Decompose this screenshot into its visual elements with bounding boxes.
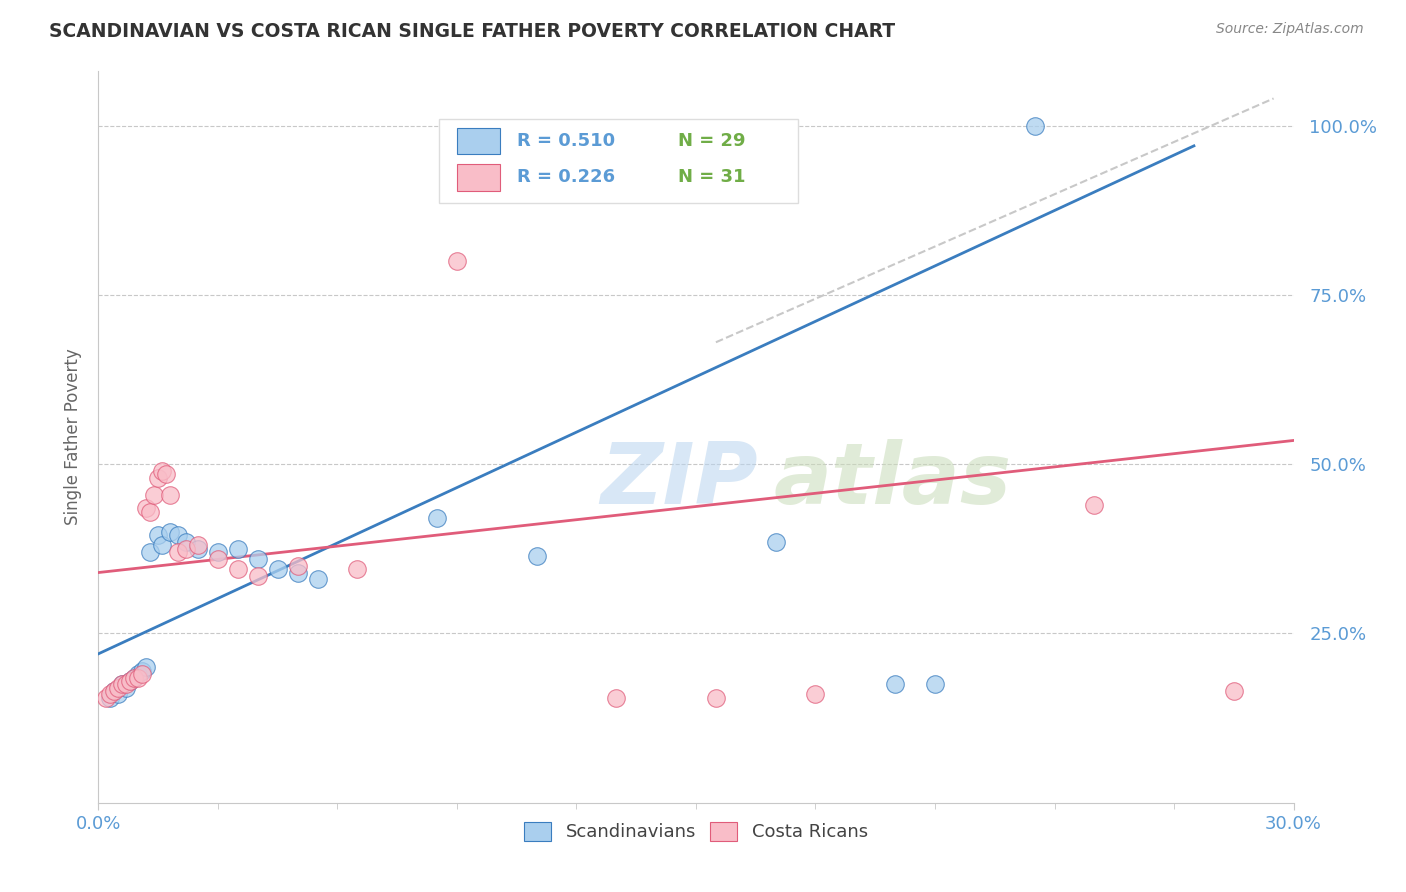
- Point: [246, 569, 269, 583]
- Point: [884, 677, 907, 691]
- Point: [346, 562, 368, 576]
- Point: [103, 684, 125, 698]
- Point: [131, 667, 153, 681]
- Point: [187, 541, 209, 556]
- Point: [167, 545, 190, 559]
- Point: [150, 538, 173, 552]
- Point: [159, 488, 181, 502]
- Point: [103, 684, 125, 698]
- Point: [426, 511, 449, 525]
- Point: [1223, 684, 1246, 698]
- Text: N = 31: N = 31: [678, 169, 745, 186]
- Point: [120, 673, 142, 688]
- Text: ZIP: ZIP: [600, 440, 758, 523]
- Point: [226, 562, 249, 576]
- Point: [124, 671, 146, 685]
- Text: N = 29: N = 29: [678, 132, 745, 150]
- FancyBboxPatch shape: [439, 119, 797, 203]
- Point: [98, 690, 122, 705]
- Point: [207, 552, 229, 566]
- Point: [174, 535, 197, 549]
- Legend: Scandinavians, Costa Ricans: Scandinavians, Costa Ricans: [517, 814, 875, 848]
- Point: [704, 690, 727, 705]
- Point: [246, 552, 269, 566]
- Point: [924, 677, 946, 691]
- Point: [167, 528, 190, 542]
- Point: [135, 660, 157, 674]
- Point: [115, 681, 138, 695]
- Point: [526, 549, 548, 563]
- Point: [1083, 498, 1105, 512]
- Point: [120, 673, 142, 688]
- Point: [155, 467, 177, 482]
- Point: [307, 572, 329, 586]
- Point: [143, 488, 166, 502]
- Point: [115, 677, 138, 691]
- Point: [207, 545, 229, 559]
- Y-axis label: Single Father Poverty: Single Father Poverty: [63, 349, 82, 525]
- Point: [107, 688, 129, 702]
- Text: Source: ZipAtlas.com: Source: ZipAtlas.com: [1216, 22, 1364, 37]
- Point: [1024, 119, 1046, 133]
- Point: [267, 562, 290, 576]
- Point: [187, 538, 209, 552]
- Point: [287, 558, 309, 573]
- Point: [148, 471, 170, 485]
- Point: [139, 545, 162, 559]
- Point: [148, 528, 170, 542]
- Point: [765, 535, 787, 549]
- Bar: [457, 128, 501, 154]
- Point: [605, 690, 627, 705]
- Point: [804, 688, 827, 702]
- Point: [96, 690, 118, 705]
- Point: [446, 254, 468, 268]
- Point: [150, 464, 173, 478]
- Point: [139, 505, 162, 519]
- Bar: [457, 164, 501, 191]
- Text: atlas: atlas: [773, 440, 1012, 523]
- Point: [111, 677, 134, 691]
- Text: R = 0.510: R = 0.510: [517, 132, 614, 150]
- Point: [124, 671, 146, 685]
- Text: R = 0.226: R = 0.226: [517, 169, 614, 186]
- Point: [127, 671, 149, 685]
- Point: [131, 664, 153, 678]
- Point: [127, 667, 149, 681]
- Point: [226, 541, 249, 556]
- Point: [107, 681, 129, 695]
- Point: [174, 541, 197, 556]
- Point: [159, 524, 181, 539]
- Text: SCANDINAVIAN VS COSTA RICAN SINGLE FATHER POVERTY CORRELATION CHART: SCANDINAVIAN VS COSTA RICAN SINGLE FATHE…: [49, 22, 896, 41]
- Point: [287, 566, 309, 580]
- Point: [111, 677, 134, 691]
- Point: [98, 688, 122, 702]
- Point: [135, 501, 157, 516]
